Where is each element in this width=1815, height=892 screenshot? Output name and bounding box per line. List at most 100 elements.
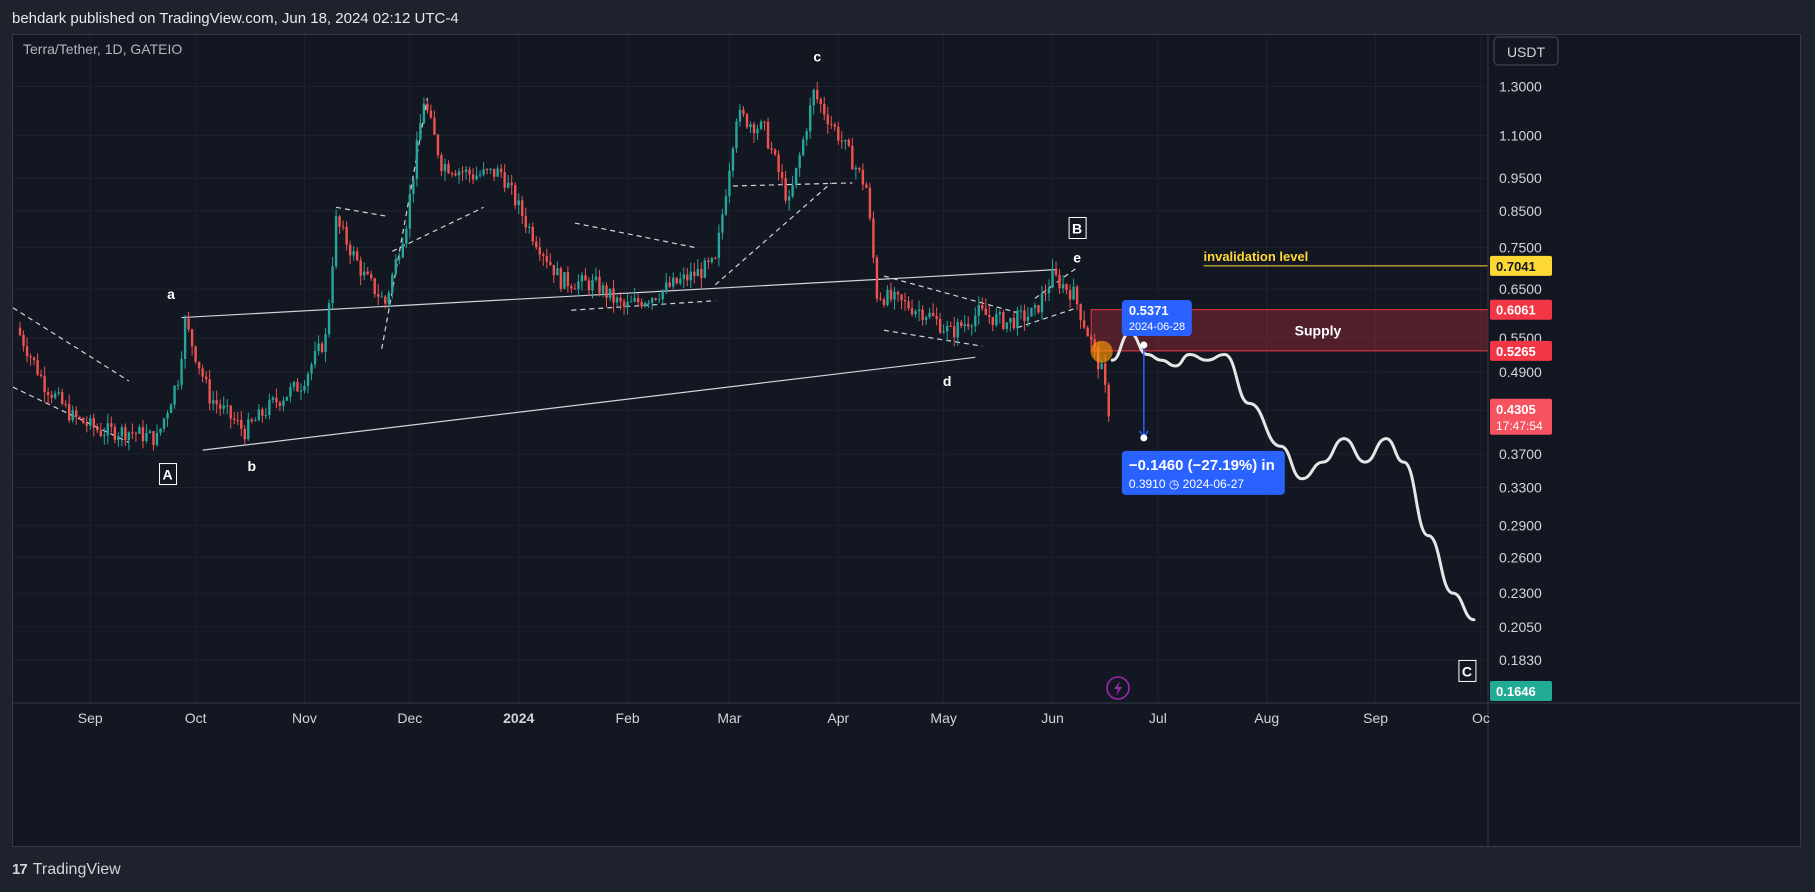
candle-body	[650, 298, 654, 303]
candle-body	[636, 298, 640, 303]
candle-body	[296, 381, 299, 392]
candle-body	[285, 396, 289, 401]
x-tick-label: Sep	[78, 710, 103, 726]
candle-body	[710, 257, 714, 263]
candle-body	[598, 276, 601, 294]
candle-body	[745, 114, 749, 128]
candle-body	[310, 364, 313, 374]
candle-body	[970, 326, 973, 328]
candle-body	[366, 271, 369, 275]
candle-body	[352, 251, 355, 256]
candle-body	[53, 393, 57, 398]
candle-body	[1019, 310, 1023, 312]
dashed-trendline	[571, 300, 716, 311]
candle-body	[960, 322, 963, 326]
candle-body	[208, 379, 211, 404]
y-tick-label: 0.4900	[1499, 364, 1542, 380]
candle-body	[805, 131, 808, 140]
candle-body	[197, 361, 201, 369]
candle-body	[1075, 286, 1079, 305]
candle-body	[64, 403, 67, 405]
candle-body	[900, 294, 903, 301]
currency-button[interactable]: USDT	[1493, 36, 1559, 66]
tradingview-logo-icon: 17	[12, 861, 28, 878]
candle-body	[377, 294, 380, 297]
candle-body	[71, 410, 74, 421]
candle-body	[183, 318, 187, 360]
candle-body	[1065, 284, 1068, 291]
candle-body	[454, 173, 457, 176]
candle-body	[963, 324, 966, 326]
candle-body	[1058, 274, 1061, 289]
candle-body	[433, 117, 436, 135]
candle-body	[672, 277, 675, 287]
candle-body	[292, 381, 296, 388]
candle-body	[689, 271, 692, 281]
candle-body	[1002, 312, 1005, 329]
candle-body	[113, 426, 117, 440]
candle-body	[440, 155, 443, 172]
candle-body	[166, 413, 169, 419]
wave-label-e: e	[1073, 249, 1081, 265]
candle-body	[408, 194, 412, 229]
candle-body	[127, 432, 131, 441]
candle-body	[601, 285, 605, 294]
x-tick-label: Apr	[827, 710, 849, 726]
candle-body	[679, 278, 682, 284]
candle-body	[721, 214, 724, 233]
candle-body	[773, 149, 777, 155]
price-tag	[1490, 255, 1552, 276]
candle-body	[868, 187, 872, 219]
candle-body	[387, 292, 390, 304]
candle-body	[801, 139, 805, 156]
y-tick-label: 0.3300	[1499, 480, 1542, 496]
candle-body	[914, 311, 917, 315]
candle-body	[1044, 293, 1047, 295]
measure-bottom-info: 0.3910 ◷ 2024-06-27	[1129, 477, 1245, 491]
price-chart[interactable]: Terra/Tether, 1D, GATEIO Supply invalidat…	[13, 35, 1800, 846]
x-tick-label: Jun	[1041, 710, 1064, 726]
candle-body	[854, 168, 858, 170]
candle-body	[264, 415, 268, 417]
candle-body	[812, 89, 815, 106]
candle-body	[1012, 317, 1016, 329]
candle-body	[1026, 316, 1030, 321]
candle-body	[468, 169, 471, 175]
candle-body	[643, 303, 647, 307]
wave-label-A: A	[162, 467, 172, 483]
candle-body	[998, 312, 1002, 315]
wave-label-d: d	[943, 373, 952, 389]
candle-body	[967, 324, 970, 327]
candle-body	[686, 274, 689, 281]
candle-body	[566, 272, 570, 287]
candle-body	[559, 268, 563, 289]
flash-icon[interactable]	[1106, 676, 1130, 700]
wave-box-B	[1068, 216, 1087, 239]
candle-body	[731, 148, 735, 171]
candle-body	[155, 432, 159, 446]
candle-body	[222, 405, 225, 409]
candle-body	[341, 226, 345, 228]
candle-body	[124, 427, 127, 441]
candle-body	[956, 322, 959, 338]
candle-body	[1009, 317, 1012, 323]
candle-body	[145, 433, 148, 442]
candle-body	[647, 302, 650, 304]
measure-tool: 0.5371 2024-06-28 −0.1460 (−27.19%) in 0.39…	[1121, 300, 1285, 495]
candle-body	[29, 356, 32, 358]
candle-body	[338, 216, 341, 227]
candle-body	[917, 309, 921, 312]
candle-body	[524, 215, 527, 228]
y-tick-label: 0.2300	[1499, 585, 1542, 601]
candle-body	[499, 168, 503, 173]
wave-label-c: c	[813, 49, 821, 65]
candle-body	[380, 296, 383, 298]
dashed-trendline	[732, 182, 853, 187]
candle-body	[261, 409, 264, 416]
candle-body	[106, 423, 110, 436]
candle-body	[201, 368, 204, 377]
projection-path	[1090, 331, 1476, 622]
candle-body	[921, 309, 924, 321]
candle-body	[928, 312, 931, 318]
candle-body	[32, 357, 36, 361]
